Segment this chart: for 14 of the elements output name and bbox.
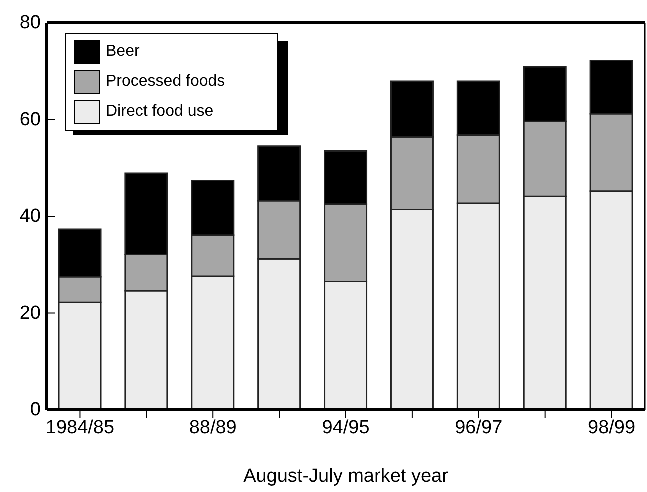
x-axis-title: August-July market year (244, 466, 450, 487)
x-tick-label: 1984/85 (46, 417, 115, 438)
x-tick-label: 94/95 (322, 417, 370, 438)
x-tick-label: 96/97 (455, 417, 503, 438)
y-tick-label: 80 (20, 12, 41, 34)
legend-label: Processed foods (106, 73, 226, 91)
y-tick-label: 40 (20, 206, 41, 227)
legend-label: Beer (106, 43, 140, 61)
legend-label: Direct food use (106, 103, 214, 121)
y-tick-label: 0 (30, 400, 41, 420)
y-tick-label: 60 (20, 109, 41, 130)
y-tick-label: 20 (20, 302, 41, 324)
x-tick-label: 88/89 (189, 417, 237, 438)
x-tick-label: 98/99 (588, 417, 636, 438)
